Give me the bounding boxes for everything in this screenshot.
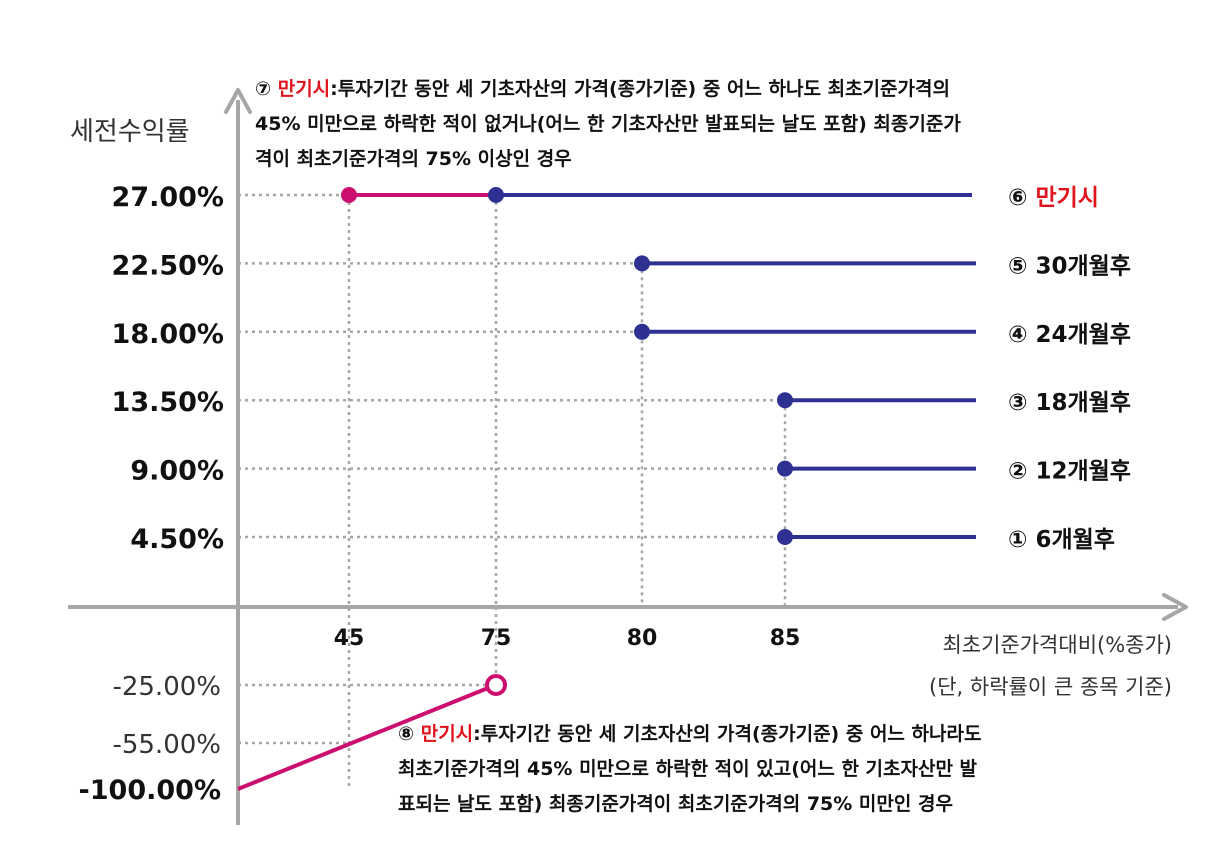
note-8-marker: ⑧ bbox=[398, 723, 415, 745]
note-7-highlight: 만기시 bbox=[277, 78, 331, 100]
series-point-4 bbox=[777, 392, 793, 409]
series-label-2: ⑤ 30개월후 bbox=[1008, 253, 1131, 279]
y-tick-label-neg-3: -100.00% bbox=[79, 775, 221, 806]
series-label-1: ⑥ 만기시 bbox=[1008, 185, 1099, 211]
y-tick-label-neg-1: -25.00% bbox=[112, 672, 221, 702]
loss-open-point bbox=[485, 674, 507, 696]
y-tick-label-neg-2: -55.00% bbox=[112, 730, 221, 760]
note-8: ⑧ 만기시:투자기간 동안 세 기초자산의 가격(종가기준) 중 어느 하나라도… bbox=[398, 717, 1198, 822]
maturity-magenta-point bbox=[341, 187, 357, 203]
y-tick-label-6: 4.50% bbox=[130, 524, 224, 555]
series-label-3: ④ 24개월후 bbox=[1008, 322, 1131, 348]
x-axis-title: 최초기준가격대비(%종가) bbox=[942, 633, 1172, 657]
note-8-highlight: 만기시 bbox=[420, 723, 474, 745]
y-axis-title: 세전수익률 bbox=[70, 117, 190, 147]
series-point-2 bbox=[634, 255, 650, 272]
y-tick-label-5: 9.00% bbox=[130, 456, 224, 487]
note-8-line2: 최초기준가격의 45% 미만으로 하락한 적이 있고(어느 한 기초자산만 발 bbox=[398, 758, 978, 780]
series-label-4: ③ 18개월후 bbox=[1008, 390, 1131, 416]
x-tick-label-80: 80 bbox=[627, 626, 658, 651]
note-8-line3: 표되는 날도 포함) 최종기준가격이 최초기준가격의 75% 미만인 경우 bbox=[398, 793, 953, 815]
series-label-5: ② 12개월후 bbox=[1008, 459, 1131, 485]
note-7-line1: :투자기간 동안 세 기초자산의 가격(종가기준) 중 어느 하나도 최초기준가… bbox=[330, 78, 950, 100]
series-point-3 bbox=[634, 323, 650, 340]
y-tick-label-2: 22.50% bbox=[112, 250, 224, 281]
y-tick-label-4: 13.50% bbox=[112, 387, 224, 418]
x-axis-arrow-icon bbox=[1162, 593, 1188, 621]
x-tick-label-45: 45 bbox=[334, 626, 365, 651]
series-point-5 bbox=[777, 460, 793, 477]
y-axis-arrow-icon bbox=[224, 88, 252, 114]
x-tick-label-85: 85 bbox=[770, 626, 801, 651]
note-7-line2: 45% 미만으로 하락한 적이 없거나(어느 한 기초자산만 발표되는 날도 포… bbox=[255, 113, 961, 135]
x-tick-label-75: 75 bbox=[481, 626, 512, 651]
note-8-line1: :투자기간 동안 세 기초자산의 가격(종가기준) 중 어느 하나라도 bbox=[473, 723, 982, 745]
x-axis-note: (단, 하락률이 큰 종목 기준) bbox=[929, 675, 1172, 699]
y-tick-label-3: 18.00% bbox=[112, 319, 224, 350]
series-point-1 bbox=[488, 187, 504, 203]
note-7-line3: 격이 최초기준가격의 75% 이상인 경우 bbox=[255, 148, 572, 170]
y-tick-label-1: 27.00% bbox=[112, 182, 224, 213]
loss-line bbox=[237, 686, 489, 791]
note-7-marker: ⑦ bbox=[255, 78, 272, 100]
series-point-6 bbox=[777, 529, 793, 545]
series-label-6: ① 6개월후 bbox=[1008, 527, 1115, 553]
note-7: ⑦ 만기시:투자기간 동안 세 기초자산의 가격(종가기준) 중 어느 하나도 … bbox=[255, 72, 1205, 177]
